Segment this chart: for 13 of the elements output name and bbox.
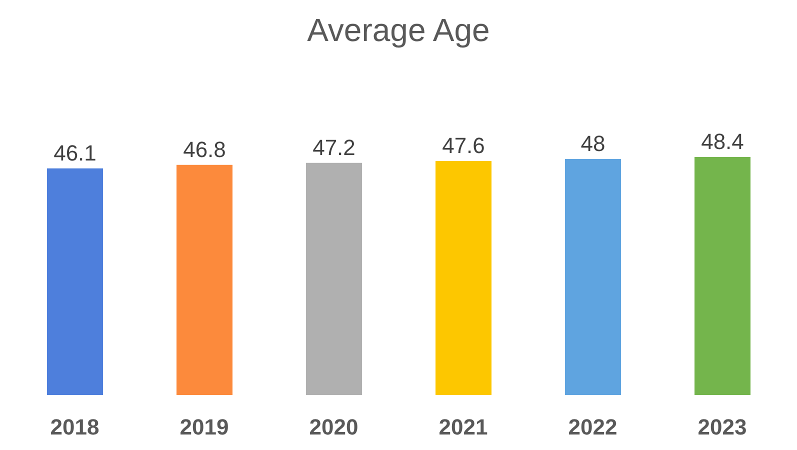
data-label: 46.8 bbox=[183, 136, 226, 162]
data-label: 48 bbox=[580, 131, 606, 156]
data-label: 47.6 bbox=[442, 132, 485, 158]
x-tick-label: 2020 bbox=[309, 414, 358, 440]
data-label: 46.1 bbox=[54, 140, 96, 166]
x-tick-label: 2022 bbox=[568, 414, 618, 440]
x-tick-label: 2018 bbox=[50, 414, 100, 440]
x-tick-label: 2021 bbox=[438, 414, 488, 440]
x-tick-label: 2023 bbox=[698, 414, 747, 440]
chart-title: Average Age bbox=[306, 11, 491, 50]
data-label: 47.2 bbox=[312, 134, 356, 160]
x-tick-label: 2019 bbox=[180, 414, 229, 440]
data-label: 48.4 bbox=[701, 129, 744, 154]
